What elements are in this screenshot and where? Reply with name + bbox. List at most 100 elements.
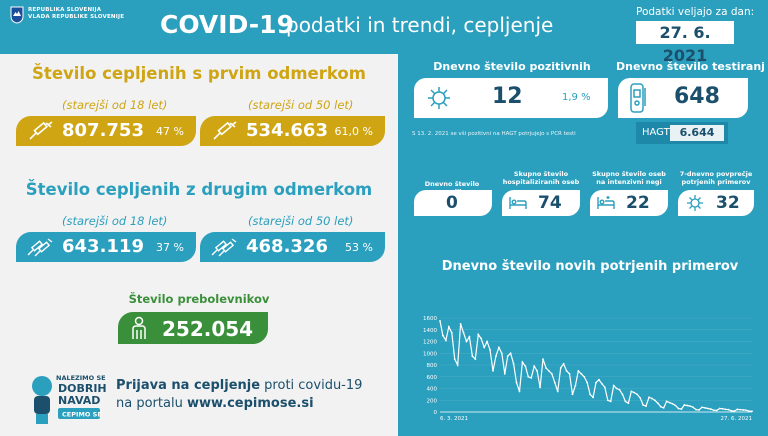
cases-data-point	[642, 404, 644, 406]
cases-data-point	[748, 410, 750, 413]
positive-box: 12 1,9 %	[414, 78, 608, 118]
cases-series-line	[439, 320, 753, 412]
hospital-bed-icon	[509, 197, 527, 209]
second-dose-title: Število cepljenih z drugim odmerkom	[25, 180, 373, 199]
deaths-value: 0	[446, 193, 458, 213]
first-dose-18-percent: 47 %	[156, 125, 184, 138]
cases-data-point	[651, 397, 653, 400]
campaign-url[interactable]: www.cepimose.si	[186, 396, 314, 411]
cases-data-point	[571, 393, 574, 396]
weekly-avg-value: 32	[716, 193, 740, 213]
cases-data-point	[668, 401, 671, 404]
cases-data-point	[606, 399, 609, 402]
cases-data-point	[533, 365, 536, 368]
cases-data-point	[553, 381, 556, 384]
cases-data-point	[495, 355, 497, 358]
cases-data-point	[621, 393, 624, 396]
first-dose-18-pill: 807.753 47 %	[16, 116, 196, 146]
cases-data-point	[439, 320, 441, 322]
cases-data-point	[751, 410, 753, 413]
cases-data-point	[683, 404, 686, 406]
y-tick-label: 1200	[423, 340, 437, 346]
test-kit-icon	[630, 83, 646, 113]
cases-data-point	[592, 396, 594, 399]
y-tick-label: 0	[434, 410, 438, 416]
icu-bed-icon	[597, 196, 615, 209]
hagt-note: S 13. 2. 2021 se vši pozitivni na HAGT p…	[412, 131, 576, 137]
cases-data-point	[698, 409, 700, 411]
cases-data-point	[574, 384, 577, 387]
cases-data-point	[736, 408, 739, 411]
cases-data-point	[521, 361, 524, 363]
first-dose-50-value: 534.663	[246, 120, 328, 141]
chart-title: Dnevno število novih potrjenih primerov	[441, 259, 739, 274]
cases-data-point	[530, 377, 533, 379]
cases-data-point	[527, 375, 530, 378]
campaign-text: Prijava na cepljenje proti covidu-19 na …	[116, 378, 363, 411]
cases-data-point	[524, 365, 527, 368]
y-tick-label: 800	[427, 363, 438, 369]
icu-label: Skupno število oseb na intenzivni negi	[592, 170, 666, 186]
cases-data-point	[512, 362, 515, 365]
first-dose-50-pill: 534.663 61,0 %	[200, 116, 385, 146]
cases-data-point	[556, 390, 559, 393]
syringe-icon	[213, 121, 237, 140]
cases-data-point	[518, 390, 521, 393]
cases-data-point	[600, 382, 603, 385]
cases-data-point	[497, 346, 500, 349]
cases-data-point	[580, 372, 583, 375]
cases-data-point	[568, 372, 571, 375]
tested-box: 648	[618, 78, 748, 118]
recovered-pill: 252.054	[118, 312, 268, 344]
cases-data-point	[692, 406, 695, 409]
x-start-label: 6. 3. 2021	[440, 416, 468, 422]
cases-data-point	[724, 408, 727, 411]
cases-data-point	[465, 340, 468, 343]
hagt-value: 6.644	[670, 125, 724, 141]
cases-data-point	[565, 369, 568, 372]
positive-percent: 1,9 %	[562, 92, 591, 103]
positive-label: Dnevno število pozitivnih	[433, 60, 591, 73]
campaign-logo-line3: NAVAD	[58, 394, 100, 407]
cases-data-point	[612, 384, 615, 387]
cases-data-point	[589, 393, 592, 396]
cases-data-point	[550, 372, 553, 375]
double-syringe-icon	[211, 238, 237, 257]
cases-data-point	[459, 322, 462, 325]
cases-data-point	[627, 402, 630, 405]
second-dose-18-label: (starejši od 18 let)	[62, 214, 168, 228]
cases-data-point	[471, 355, 474, 358]
cases-data-point	[545, 367, 547, 369]
cases-data-point	[727, 408, 730, 411]
cases-data-point	[656, 402, 659, 405]
cases-data-point	[542, 358, 544, 361]
cases-data-point	[730, 409, 733, 412]
icu-value: 22	[626, 193, 650, 213]
cases-data-point	[695, 408, 697, 411]
first-dose-18-value: 807.753	[62, 120, 144, 141]
double-syringe-icon	[27, 238, 53, 257]
cases-data-point	[456, 364, 459, 366]
hospitalized-box: 74	[502, 190, 580, 216]
cases-data-point	[450, 331, 453, 334]
cases-data-point	[715, 409, 718, 412]
cases-data-point	[559, 367, 562, 369]
cases-data-point	[603, 386, 606, 389]
y-tick-label: 1000	[423, 351, 437, 357]
cases-data-point	[680, 408, 683, 410]
tested-label: Dnevno število testiranj	[616, 60, 765, 73]
header: REPUBLIKA SLOVENIJA VLADA REPUBLIKE SLOV…	[0, 0, 768, 65]
cases-data-point	[444, 339, 447, 342]
daily-cases-chart: 0 200 400 600 800 1000 1200 1400 1600 6. 3. 2021 2…	[423, 316, 753, 422]
weekly-avg-box: 32	[678, 190, 754, 216]
deaths-box: 0	[414, 190, 492, 216]
cases-data-point	[492, 369, 494, 372]
cases-data-point	[468, 335, 471, 338]
weekly-avg-label: 7-dnevno povprečje potrjenih primerov	[679, 170, 753, 186]
cases-data-point	[739, 408, 742, 411]
cases-data-point	[718, 407, 721, 410]
cases-data-point	[539, 386, 541, 389]
campaign-logo-line1: NALEZIMO SE	[56, 374, 106, 382]
second-dose-18-percent: 37 %	[156, 241, 184, 254]
